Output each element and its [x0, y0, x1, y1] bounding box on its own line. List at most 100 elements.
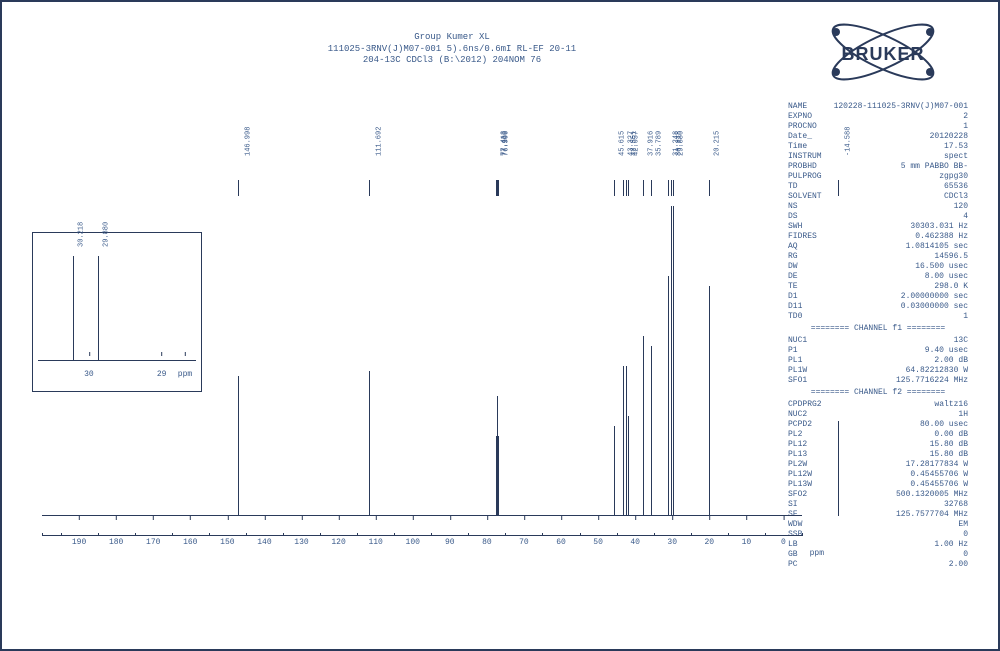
param-row: Date_20120228	[788, 132, 968, 142]
x-minor-tick	[542, 533, 543, 536]
peak	[643, 336, 644, 516]
inset-tick: 30	[84, 370, 94, 379]
peak	[498, 436, 499, 516]
param-row: FIDRES0.462388 Hz	[788, 232, 968, 242]
x-tick: 180	[109, 538, 123, 547]
x-tick: 80	[482, 538, 492, 547]
x-minor-tick	[246, 533, 247, 536]
peak	[668, 276, 669, 516]
param-row: PCPD280.00 usec	[788, 420, 968, 430]
logo-text: BRUKER	[818, 44, 948, 65]
channel-f1-hdr: ======== CHANNEL f1 ========	[788, 324, 968, 334]
x-ticks: 1901801701601501401301201101009080706050…	[42, 538, 802, 558]
x-minor-tick	[61, 533, 62, 536]
param-row: AQ1.0814105 sec	[788, 242, 968, 252]
peak-label: 20.215	[713, 131, 721, 156]
x-minor-tick	[394, 533, 395, 536]
label-marker	[498, 180, 499, 196]
peak	[623, 366, 624, 516]
param-row: DW16.500 usec	[788, 262, 968, 272]
label-marker	[238, 180, 239, 196]
param-row: PL20.00 dB	[788, 430, 968, 440]
x-minor-tick	[580, 533, 581, 536]
x-minor-tick	[98, 533, 99, 536]
acquisition-parameters: NAME120228-111025-3RNV(J)M07-001EXPNO2PR…	[788, 102, 968, 570]
peak	[838, 421, 839, 516]
x-tick: 50	[593, 538, 603, 547]
x-minor-tick	[283, 533, 284, 536]
param-row: Time17.53	[788, 142, 968, 152]
x-minor-tick	[172, 533, 173, 536]
peak-label: 35.789	[655, 131, 663, 156]
param-row: PC2.00	[788, 560, 968, 570]
inset-peak	[98, 256, 99, 361]
peak-label: 45.615	[619, 131, 627, 156]
peak	[614, 426, 615, 516]
x-tick: 140	[257, 538, 271, 547]
param-row: NUC113C	[788, 336, 968, 346]
x-tick: 130	[294, 538, 308, 547]
peak-label: 111.692	[376, 127, 384, 156]
channel-f2-hdr: ======== CHANNEL f2 ========	[788, 388, 968, 398]
param-row: SSB0	[788, 530, 968, 540]
label-marker	[628, 180, 629, 196]
peak-label: 29.880	[677, 131, 685, 156]
header-block: Group Kumer XL 111025-3RNV(J)M07-001 5).…	[282, 32, 622, 67]
x-minor-tick	[654, 533, 655, 536]
param-row: PL2W17.28177834 W	[788, 460, 968, 470]
inset-tick: 29	[157, 370, 167, 379]
x-minor-tick	[617, 533, 618, 536]
x-tick: 40	[630, 538, 640, 547]
x-minor-tick	[468, 533, 469, 536]
x-minor-tick	[135, 533, 136, 536]
param-row: SFO1125.7716224 MHz	[788, 376, 968, 386]
param-row: INSTRUMspect	[788, 152, 968, 162]
x-tick: 150	[220, 538, 234, 547]
label-marker	[369, 180, 370, 196]
param-row: RG14596.5	[788, 252, 968, 262]
param-row: NUC21H	[788, 410, 968, 420]
label-marker	[673, 180, 674, 196]
x-tick: 190	[72, 538, 86, 547]
label-marker	[709, 180, 710, 196]
peak-label: 146.998	[245, 127, 253, 156]
x-tick: 10	[742, 538, 752, 547]
param-row: SWH30303.031 Hz	[788, 222, 968, 232]
param-row: SFO2500.1320005 MHz	[788, 490, 968, 500]
x-minor-tick	[357, 533, 358, 536]
label-marker	[651, 180, 652, 196]
param-row: NS120	[788, 202, 968, 212]
param-row: PULPROGzgpg30	[788, 172, 968, 182]
x-tick: 70	[519, 538, 529, 547]
x-axis	[42, 535, 802, 536]
x-minor-tick	[765, 533, 766, 536]
param-row: SI32768	[788, 500, 968, 510]
param-row: DS4	[788, 212, 968, 222]
param-row: PL12W0.45455706 W	[788, 470, 968, 480]
x-tick: 120	[331, 538, 345, 547]
peak	[709, 286, 710, 516]
x-tick: 0	[781, 538, 786, 547]
axis-unit-label: ppm	[810, 549, 824, 558]
peak	[238, 376, 239, 516]
param-row: D110.03000000 sec	[788, 302, 968, 312]
baseline	[42, 515, 802, 516]
peak-label: -14.588	[844, 127, 852, 156]
inset-peak-label: 29.880	[102, 222, 110, 247]
param-row: TD01	[788, 312, 968, 322]
peak	[673, 206, 674, 516]
param-row: CPDPRG2waltz16	[788, 400, 968, 410]
param-row: PL1W64.82212830 W	[788, 366, 968, 376]
x-tick: 110	[368, 538, 382, 547]
x-minor-tick	[728, 533, 729, 536]
bruker-logo: BRUKER	[818, 22, 948, 82]
peak	[369, 371, 370, 516]
param-row: PL13W0.45455706 W	[788, 480, 968, 490]
param-row: EXPNO2	[788, 112, 968, 122]
label-marker	[838, 180, 839, 196]
param-row: PL1215.80 dB	[788, 440, 968, 450]
param-row: TE298.0 K	[788, 282, 968, 292]
peak	[628, 416, 629, 516]
param-row: PL12.00 dB	[788, 356, 968, 366]
header-line3: 204-13C CDCl3 (B:\2012) 204NOM 76	[282, 55, 622, 67]
